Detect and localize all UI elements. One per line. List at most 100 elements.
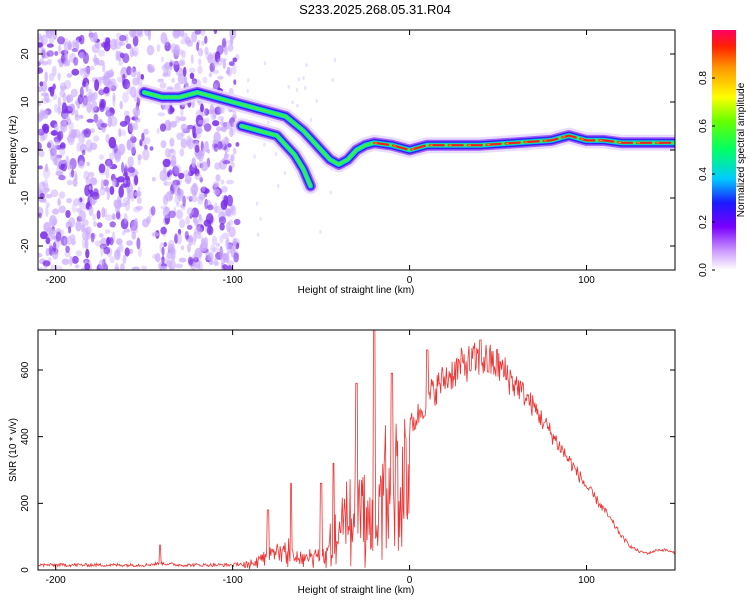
speckle: [192, 240, 196, 246]
speckle: [222, 59, 226, 70]
speckle: [233, 218, 241, 226]
speckle: [41, 123, 50, 132]
speckle: [233, 252, 239, 263]
speckle: [149, 146, 154, 151]
speckle: [227, 44, 234, 52]
speckle: [186, 40, 194, 47]
speckle: [98, 163, 106, 174]
speckle: [175, 263, 183, 269]
speckle: [222, 160, 231, 165]
speckle: [196, 264, 201, 270]
speckle: [168, 210, 176, 219]
speckle: [99, 87, 103, 97]
speckle: [119, 34, 127, 42]
speckle: [72, 178, 78, 187]
speckle: [259, 216, 262, 221]
speckle: [122, 254, 127, 264]
speckle: [83, 128, 91, 138]
colorbar-tick-label: 0.2: [698, 215, 709, 229]
snr-series-line: [38, 330, 675, 570]
speckle: [104, 187, 110, 192]
speckle: [176, 209, 183, 220]
speckle: [38, 165, 43, 170]
speckle: [119, 52, 125, 59]
speckle: [219, 235, 224, 244]
speckle: [134, 175, 139, 186]
colorbar-ticks: 0.0 0.2 0.4 0.6 0.8: [698, 71, 715, 277]
speckle: [168, 194, 173, 201]
speckle: [54, 157, 62, 167]
speckle: [93, 113, 99, 123]
speckle: [168, 169, 173, 176]
speckle: [196, 233, 202, 240]
speckle: [190, 54, 194, 64]
speckle: [122, 197, 131, 206]
speckle: [192, 183, 199, 193]
speckle: [156, 128, 160, 134]
speckle: [84, 239, 89, 250]
speckle: [97, 49, 106, 57]
speckle: [263, 61, 267, 66]
speckle: [283, 171, 287, 176]
speckle: [125, 43, 132, 50]
speckle: [104, 106, 110, 111]
x-tick-label: -200: [46, 575, 66, 586]
speckle: [123, 228, 131, 233]
speckle: [181, 50, 186, 59]
speckle: [64, 250, 71, 258]
speckle: [99, 154, 104, 160]
speckle: [104, 158, 113, 167]
speckle: [226, 179, 234, 185]
speckle: [120, 66, 128, 79]
speckle: [85, 82, 89, 93]
speckle: [75, 220, 82, 232]
speckle: [46, 50, 54, 57]
colorbar: 0.0 0.2 0.4 0.6 0.8 Normalized spectral ampl…: [698, 30, 747, 277]
speckle: [103, 86, 110, 94]
speckle: [177, 228, 182, 235]
speckle: [219, 222, 225, 231]
speckle: [304, 85, 307, 90]
speckle: [217, 115, 224, 121]
speckle: [216, 58, 223, 66]
speckle: [146, 216, 151, 224]
speckle: [118, 128, 122, 138]
speckle: [167, 154, 172, 161]
speckle: [85, 226, 92, 235]
speckle: [225, 209, 234, 218]
speckle: [127, 189, 131, 202]
speckle: [110, 38, 118, 51]
speckle: [179, 148, 185, 157]
speckle: [92, 57, 97, 63]
speckle: [57, 198, 61, 206]
speckle: [106, 237, 110, 247]
speckle: [206, 204, 214, 211]
speckle: [49, 86, 55, 97]
snr-x-axis-label: Height of straight line (km): [298, 585, 415, 596]
speckle: [160, 226, 167, 235]
speckle: [211, 247, 220, 253]
speckle: [47, 59, 52, 65]
speckle: [137, 246, 142, 258]
speckle: [246, 88, 249, 93]
speckle: [220, 179, 225, 185]
speckle: [214, 162, 222, 170]
speckle: [118, 185, 124, 198]
speckle: [161, 256, 165, 264]
x-tick-label: -100: [223, 575, 243, 586]
speckle: [215, 242, 221, 247]
speckle: [112, 92, 116, 102]
speckle: [52, 208, 59, 215]
speckle: [50, 264, 57, 270]
speckle: [130, 133, 135, 139]
speckle: [74, 114, 80, 121]
speckle: [213, 257, 218, 267]
speckle: [227, 39, 233, 45]
speckle: [220, 118, 224, 127]
speckle: [57, 36, 65, 45]
speckle: [38, 101, 42, 106]
snr-y-axis-label: SNR (10 * v/v): [8, 418, 19, 482]
speckle: [101, 207, 106, 218]
speckle: [71, 169, 75, 178]
speckle: [204, 108, 210, 116]
